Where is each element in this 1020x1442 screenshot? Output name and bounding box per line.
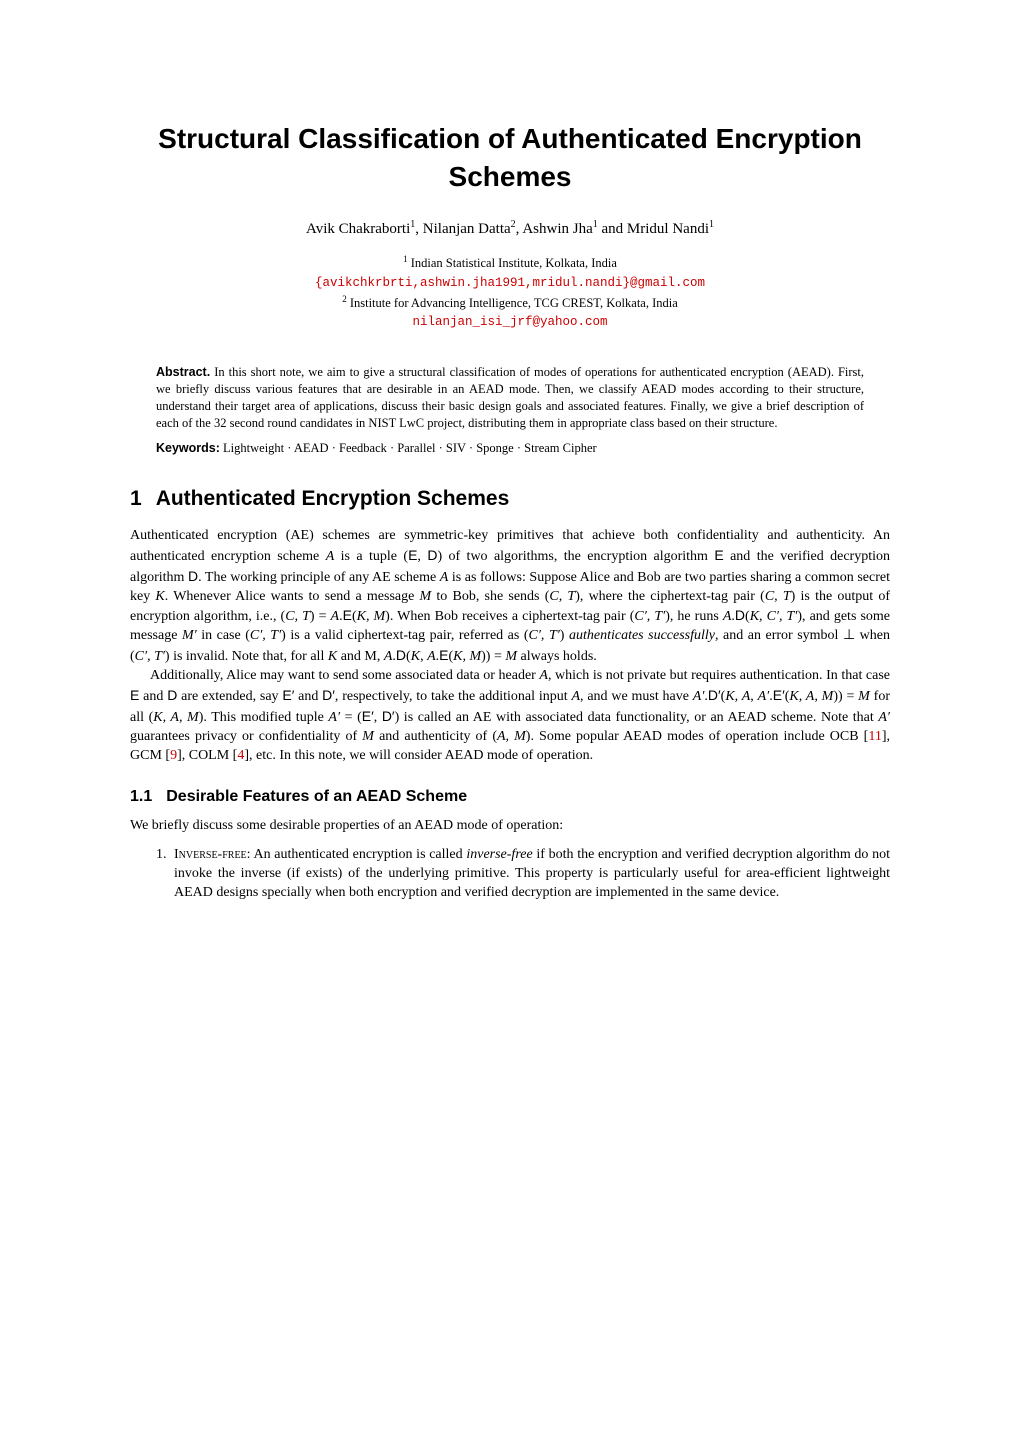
keywords-label: Keywords: — [156, 441, 220, 455]
email-2[interactable]: nilanjan_isi_jrf@yahoo.com — [412, 315, 607, 329]
paragraph-3: We briefly discuss some desirable proper… — [130, 817, 890, 836]
abstract-block: Abstract. In this short note, we aim to … — [130, 364, 890, 432]
section-1-number: 1 — [130, 487, 142, 510]
affiliation-2-text: Institute for Advancing Intelligence, TC… — [347, 296, 678, 310]
subsection-1-1-heading: 1.1 Desirable Features of an AEAD Scheme — [130, 786, 890, 808]
affiliation-1-text: Indian Statistical Institute, Kolkata, I… — [408, 256, 617, 270]
feature-item-1: Inverse-free: An authenticated encryptio… — [170, 846, 890, 903]
section-1-heading: 1 Authenticated Encryption Schemes — [130, 485, 890, 513]
keywords-block: Keywords: Lightweight · AEAD · Feedback … — [130, 440, 890, 457]
section-1-title: Authenticated Encryption Schemes — [156, 487, 510, 510]
paper-title: Structural Classification of Authenticat… — [130, 120, 890, 196]
abstract-label: Abstract. — [156, 365, 210, 379]
affiliations: 1 Indian Statistical Institute, Kolkata,… — [130, 253, 890, 332]
paragraph-1: Authenticated encryption (AE) schemes ar… — [130, 527, 890, 667]
keywords-text: Lightweight · AEAD · Feedback · Parallel… — [220, 441, 597, 455]
subsection-1-1-title: Desirable Features of an AEAD Scheme — [166, 788, 467, 805]
subsection-1-1-number: 1.1 — [130, 788, 152, 805]
paragraph-2: Additionally, Alice may want to send som… — [130, 667, 890, 765]
abstract-text: In this short note, we aim to give a str… — [156, 365, 864, 430]
authors-line: Avik Chakraborti1, Nilanjan Datta2, Ashw… — [130, 218, 890, 239]
email-1[interactable]: {avikchkrbrti,ashwin.jha1991,mridul.nand… — [315, 276, 705, 290]
feature-list: Inverse-free: An authenticated encryptio… — [160, 846, 890, 903]
